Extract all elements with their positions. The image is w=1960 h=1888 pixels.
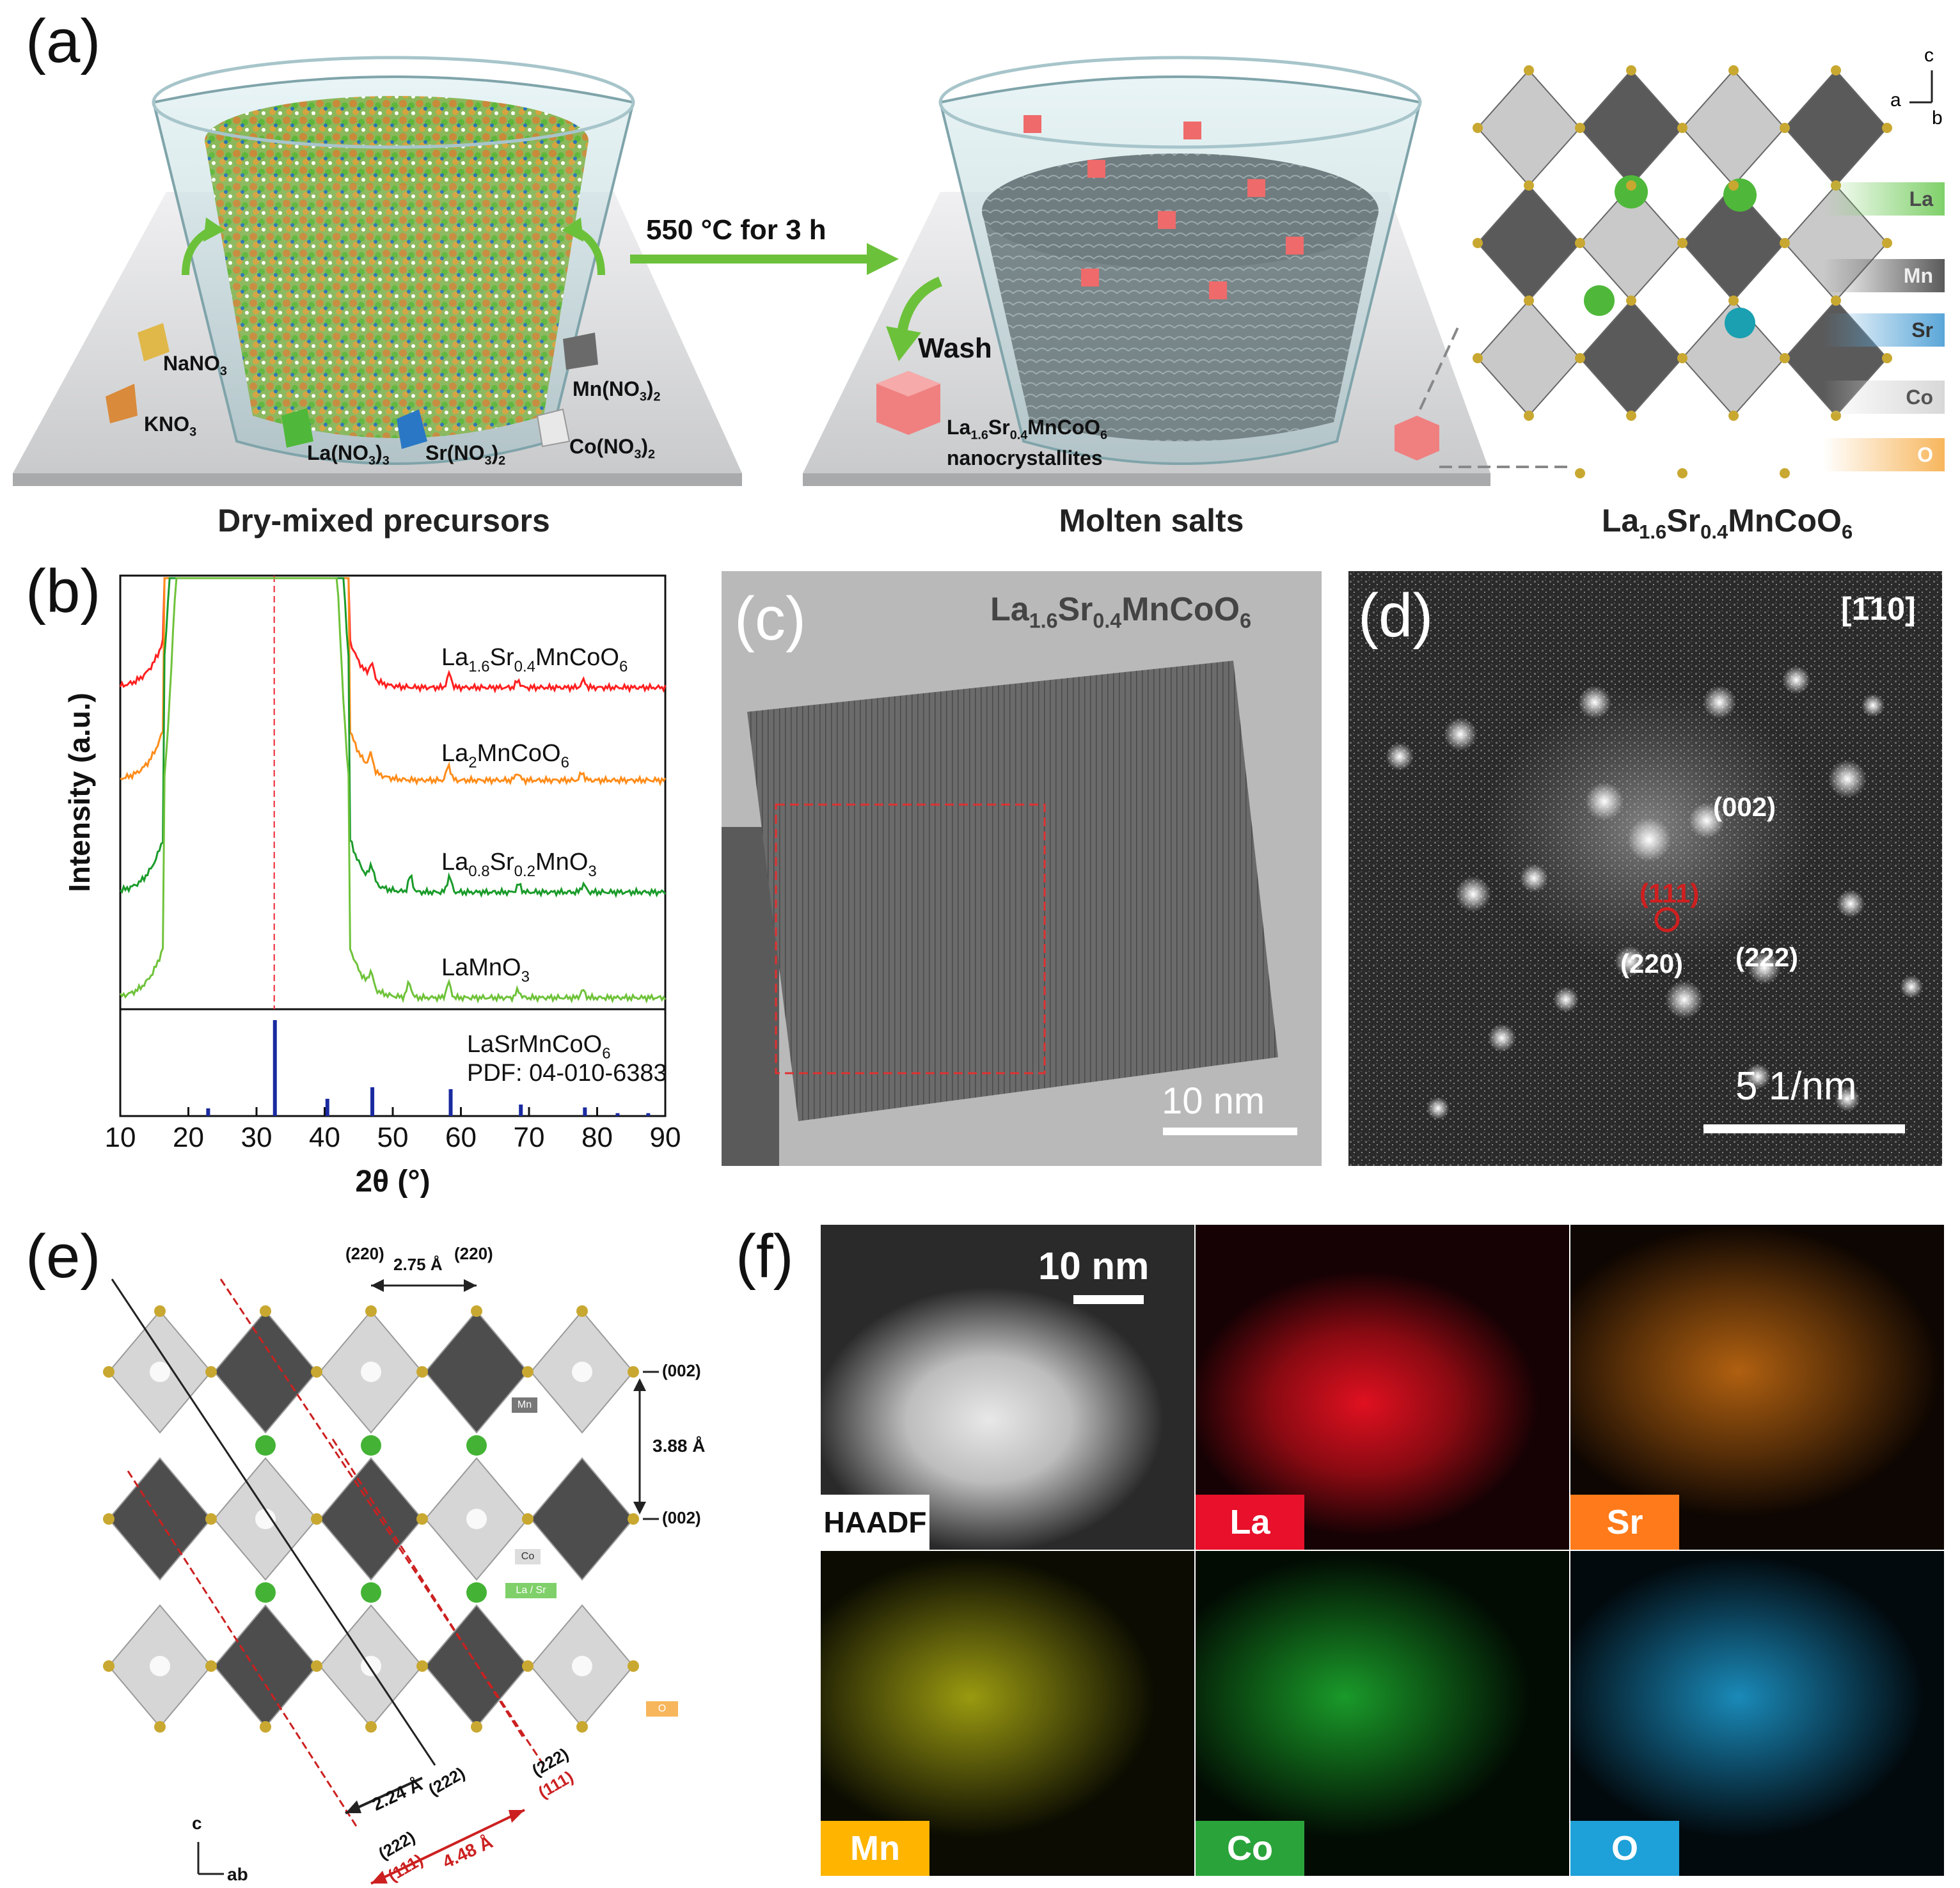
xrd-series-0 bbox=[119, 577, 667, 694]
selected-area-box bbox=[775, 803, 1046, 1074]
map-mn: Mn bbox=[821, 1551, 1194, 1876]
e-tab-lasr: La / Sr bbox=[505, 1583, 557, 1598]
tem-scale-bar bbox=[1163, 1128, 1297, 1135]
x-tick-label: 60 bbox=[445, 1122, 477, 1153]
spot-220-label: (220) bbox=[1620, 948, 1684, 979]
x-tick-label: 40 bbox=[309, 1122, 340, 1153]
x-tick-label: 80 bbox=[581, 1122, 613, 1153]
series-label-3: LaMnO3 bbox=[441, 954, 530, 986]
product-label: La1.6Sr0.4MnCoO6 nanocrystallites bbox=[947, 416, 1108, 470]
x-tick-label: 20 bbox=[173, 1122, 204, 1153]
spot-111-marker bbox=[1654, 907, 1680, 932]
caption-dry-mixed: Dry-mixed precursors bbox=[217, 503, 550, 539]
o-label: O bbox=[1570, 1821, 1679, 1876]
legend-co: Co bbox=[1823, 381, 1945, 414]
x-tick-label: 30 bbox=[241, 1122, 273, 1153]
kno3-label: KNO3 bbox=[144, 413, 197, 439]
caption-structure: La1.6Sr0.4MnCoO6 bbox=[1601, 503, 1853, 543]
map-co: Co bbox=[1196, 1551, 1569, 1876]
perovskite-structure bbox=[1473, 65, 1892, 478]
map-la: La bbox=[1196, 1225, 1569, 1550]
e-tab-o: O bbox=[646, 1701, 678, 1717]
axis-b-label: b bbox=[1932, 107, 1943, 129]
caption-molten-salts: Molten salts bbox=[1059, 503, 1244, 539]
e-right-distance: 3.88 Å bbox=[652, 1436, 706, 1456]
legend-sr: Sr bbox=[1823, 313, 1945, 347]
spot-002-label: (002) bbox=[1713, 792, 1776, 822]
map-haadf: 10 nm HAADF bbox=[821, 1225, 1194, 1550]
haadf-scale-label: 10 nm bbox=[1038, 1245, 1150, 1287]
spot-222-label: (222) bbox=[1735, 942, 1799, 972]
legend-o: O bbox=[1823, 438, 1945, 471]
la-nitrate-label: La(NO3)3 bbox=[307, 441, 390, 468]
nanocrystal bbox=[747, 661, 1278, 1121]
e-right-top-002: (002) bbox=[662, 1361, 701, 1380]
series-label-1: La2MnCoO6 bbox=[441, 740, 569, 771]
x-tick-label: 50 bbox=[377, 1122, 409, 1153]
sr-label: Sr bbox=[1570, 1495, 1679, 1550]
legend-la: La bbox=[1823, 182, 1945, 216]
xrd-series-2 bbox=[119, 577, 667, 899]
ref-label-1: LaSrMnCoO6 bbox=[467, 1031, 611, 1062]
haadf-scale-bar bbox=[1073, 1295, 1144, 1304]
y-axis-label: Intensity (a.u.) bbox=[63, 693, 96, 892]
tem-title: La1.6Sr0.4MnCoO6 bbox=[990, 591, 1252, 633]
map-sr: Sr bbox=[1570, 1225, 1944, 1550]
mn-label: Mn bbox=[821, 1821, 929, 1876]
nano3-label: NaNO3 bbox=[163, 352, 227, 379]
panel-e-label: (e) bbox=[26, 1222, 101, 1291]
xrd-series-3 bbox=[119, 577, 667, 1004]
wash-label: Wash bbox=[918, 333, 992, 364]
map-o: O bbox=[1570, 1551, 1944, 1876]
ref-label-2: PDF: 04-010-6383 bbox=[467, 1060, 667, 1087]
panel-f-label: (f) bbox=[736, 1222, 794, 1291]
x-tick-label: 70 bbox=[514, 1122, 545, 1153]
co-nitrate-label: Co(NO3)2 bbox=[569, 435, 656, 462]
mn-nitrate-label: Mn(NO3)2 bbox=[573, 377, 661, 404]
x-axis-label: 2θ (°) bbox=[355, 1165, 430, 1199]
sr-nitrate-label: Sr(NO3)2 bbox=[425, 441, 506, 468]
panel-a-label: (a) bbox=[26, 7, 101, 75]
series-label-0: La1.6Sr0.4MnCoO6 bbox=[441, 644, 628, 675]
heating-arrow-label: 550 °C for 3 h bbox=[646, 214, 826, 246]
fft-scale-label: 5 1/nm bbox=[1735, 1064, 1857, 1108]
legend-mn: Mn bbox=[1823, 259, 1945, 292]
e-tab-co: Co bbox=[515, 1549, 541, 1564]
panel-d-label: (d) bbox=[1358, 581, 1434, 650]
lattice-model bbox=[103, 1278, 659, 1885]
e-top-distance: 2.75 Å bbox=[393, 1255, 443, 1274]
xrd-chart: 10 20 30 40 50 60 70 80 90 2θ (°) Intensity (a.u.)… bbox=[63, 574, 681, 1199]
e-axis-c: c bbox=[192, 1813, 202, 1833]
co-label: Co bbox=[1196, 1821, 1304, 1876]
e-top-right-220: (220) bbox=[454, 1244, 493, 1263]
e-axis-ab: ab bbox=[227, 1864, 248, 1884]
fft-image: (d) [1̄10] (002) (111) (220) (222) 5 1/n… bbox=[1348, 571, 1942, 1166]
tem-scale-label: 10 nm bbox=[1162, 1080, 1265, 1122]
panel-c-label: (c) bbox=[734, 585, 806, 653]
panel-a-schematic bbox=[13, 56, 1933, 486]
fft-scale-bar bbox=[1703, 1124, 1905, 1133]
e-right-bottom-002: (002) bbox=[662, 1508, 701, 1527]
e-top-left-220: (220) bbox=[345, 1244, 384, 1263]
panel-b-label: (b) bbox=[26, 557, 101, 625]
axis-c-label: c bbox=[1924, 45, 1934, 66]
e-tab-mn: Mn bbox=[512, 1397, 537, 1413]
x-tick-label: 90 bbox=[650, 1122, 681, 1153]
la-label: La bbox=[1196, 1495, 1304, 1550]
zone-axis: [1̄10] bbox=[1841, 591, 1916, 627]
tem-image: (c) La1.6Sr0.4MnCoO6 10 nm bbox=[722, 571, 1322, 1166]
axis-a-label: a bbox=[1890, 90, 1901, 111]
haadf-label: HAADF bbox=[821, 1495, 929, 1550]
x-tick-label: 10 bbox=[105, 1122, 136, 1153]
spot-111-label: (111) bbox=[1640, 878, 1700, 908]
series-label-2: La0.8Sr0.2MnO3 bbox=[441, 849, 597, 880]
